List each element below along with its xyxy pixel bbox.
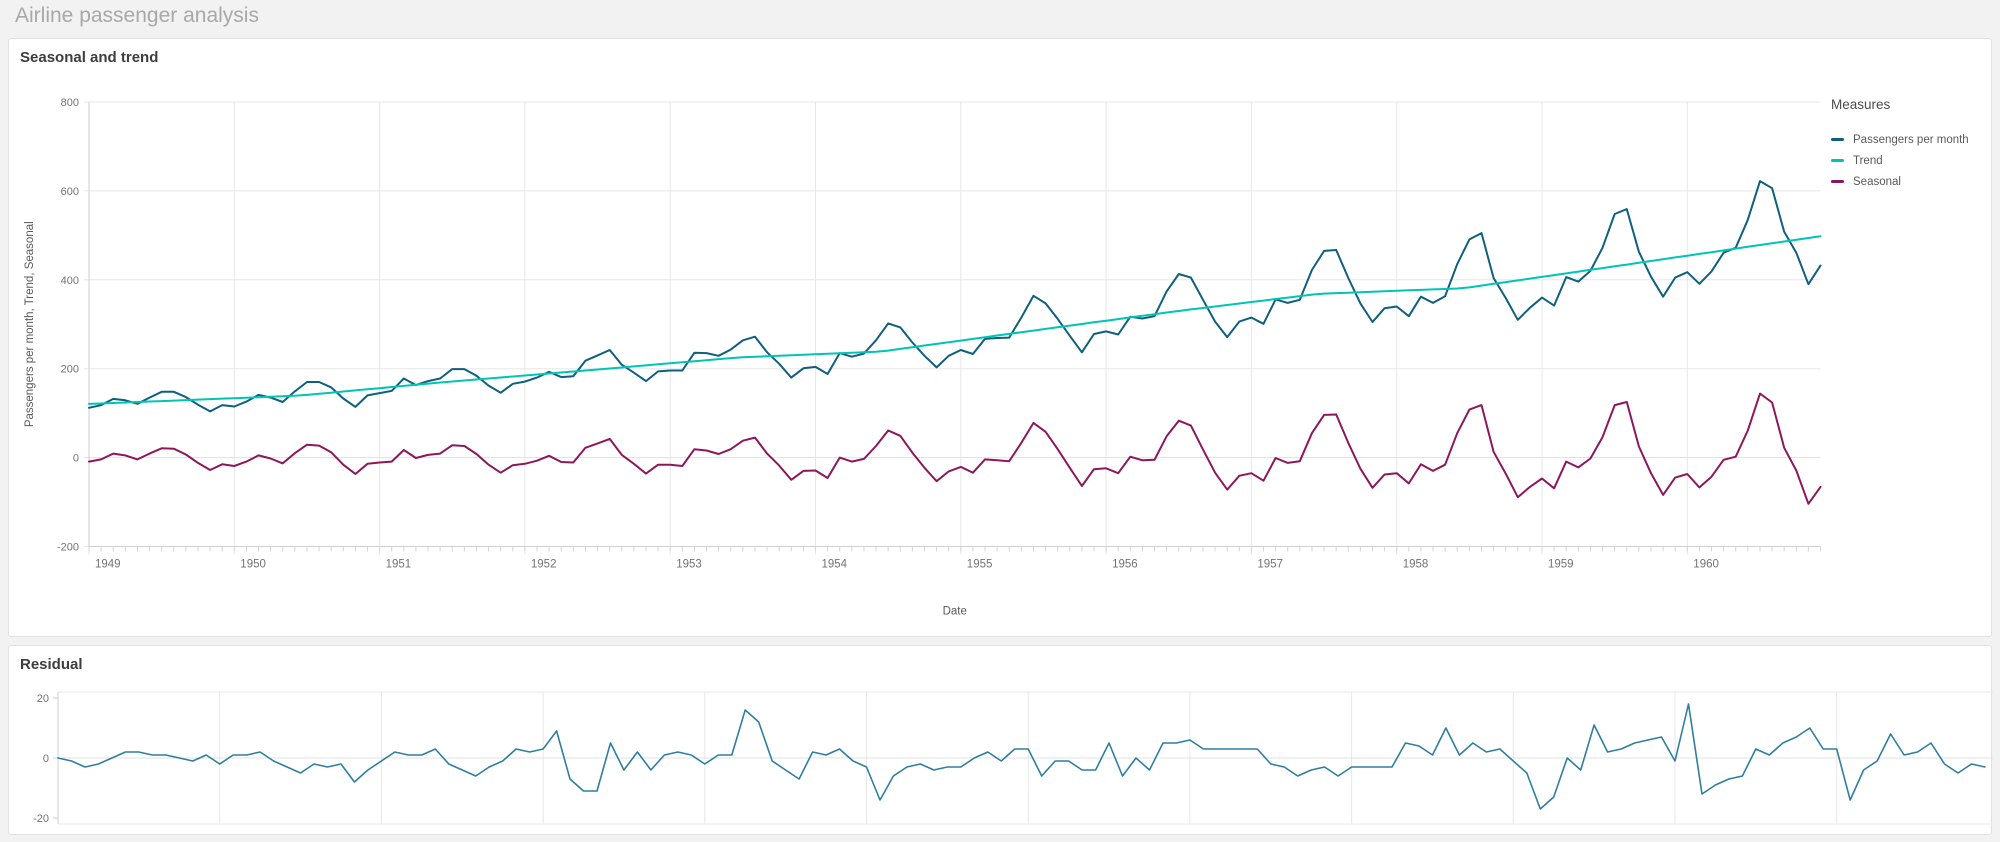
y-tick-label: 0	[73, 453, 79, 465]
y-tick-label: -20	[33, 813, 49, 825]
x-tick-label: 1953	[676, 559, 702, 571]
series-line-trend	[88, 235, 1822, 405]
legend-item-trend[interactable]: Trend	[1831, 150, 1989, 171]
y-tick-label: 20	[37, 693, 49, 705]
residual-card-title: Residual	[20, 656, 83, 673]
x-tick-label: 1951	[386, 559, 412, 571]
residual-chart[interactable]: 20 0 -20	[9, 646, 1993, 834]
seasonal-trend-card-title: Seasonal and trend	[20, 49, 159, 66]
x-tick-label: 1955	[967, 559, 993, 571]
y-tick-label: 400	[61, 275, 79, 287]
y-axis-title: Passengers per month, Trend, Seasonal	[24, 221, 36, 427]
x-axis-title: Date	[943, 606, 967, 618]
y-tick-label: 800	[61, 97, 79, 109]
x-tick-label: 1958	[1403, 559, 1429, 571]
legend-item-label: Trend	[1853, 154, 1883, 167]
legend-item-seasonal[interactable]: Seasonal	[1831, 171, 1989, 192]
residual-card: Residual 20 0 -20	[8, 645, 1993, 835]
series-line-seasonal	[88, 392, 1822, 505]
legend-swatch-icon	[1831, 159, 1844, 162]
y-tick-label: 200	[61, 364, 79, 376]
legend-item-label: Seasonal	[1853, 175, 1901, 188]
series-line-residual	[57, 703, 1986, 810]
legend-item-passengers-per-month[interactable]: Passengers per month	[1831, 129, 1989, 150]
legend-title: Measures	[1831, 97, 1891, 112]
x-tick-label: 1954	[822, 559, 848, 571]
x-tick-label: 1950	[240, 559, 266, 571]
legend-swatch-icon	[1831, 180, 1844, 183]
y-tick-label: 0	[43, 753, 49, 765]
measures-legend: Measures Passengers per month Trend Season…	[1831, 97, 1989, 192]
seasonal-trend-chart[interactable]: 800 600 400 200 0 -200 1949 1950 1951 1952 1953 195…	[9, 39, 1993, 636]
legend-swatch-icon	[1831, 138, 1844, 141]
x-tick-label: 1949	[95, 559, 121, 571]
x-tick-label: 1956	[1112, 559, 1138, 571]
x-tick-label: 1952	[531, 559, 557, 571]
legend-item-label: Passengers per month	[1853, 133, 1969, 146]
y-tick-label: 600	[61, 186, 79, 198]
series-line-passengers-per-month	[88, 180, 1822, 413]
legend-items: Passengers per month Trend Seasonal	[1831, 129, 1989, 192]
page-title: Airline passenger analysis	[15, 4, 259, 27]
y-tick-label: -200	[57, 542, 79, 554]
x-tick-label: 1959	[1548, 559, 1574, 571]
seasonal-trend-card: Seasonal and trend 800 600 400 200 0 -200 1949…	[8, 38, 1992, 637]
x-tick-label: 1960	[1693, 559, 1719, 571]
x-tick-label: 1957	[1257, 559, 1283, 571]
